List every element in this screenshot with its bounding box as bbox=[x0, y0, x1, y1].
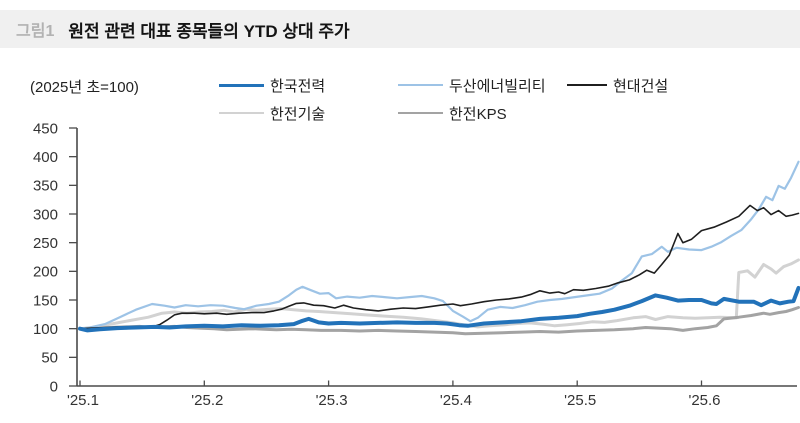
x-tick-label: '25.1 bbox=[67, 392, 99, 409]
y-tick-label: 250 bbox=[33, 235, 58, 252]
figure-label: 그림1 bbox=[16, 23, 55, 40]
y-tick-label: 200 bbox=[33, 264, 58, 281]
legend-label: 한국전력 bbox=[270, 77, 326, 95]
figure-title: 원전 관련 대표 종목들의 YTD 상대 주가 bbox=[68, 21, 350, 41]
legend-line-swatch bbox=[398, 84, 443, 86]
y-tick-label: 100 bbox=[33, 321, 58, 338]
legend-item: 한전KPS bbox=[398, 104, 507, 123]
series-line-3 bbox=[79, 204, 800, 330]
legend-label: 한전KPS bbox=[449, 105, 507, 123]
legend-label: 한전기술 bbox=[270, 105, 326, 123]
axis-note: (2025년 초=100) bbox=[30, 79, 139, 96]
series-line-4 bbox=[78, 258, 800, 331]
x-tick-label: '25.6 bbox=[688, 392, 720, 409]
x-tick-label: '25.2 bbox=[191, 392, 223, 409]
y-tick-label: 450 bbox=[33, 120, 58, 137]
legend-item: 두산에너빌리티 bbox=[398, 76, 546, 95]
series-line-1 bbox=[78, 286, 800, 333]
legend-item: 한전기술 bbox=[219, 104, 326, 123]
y-tick-label: 350 bbox=[33, 178, 58, 195]
y-tick-label: 400 bbox=[33, 149, 58, 166]
x-tick-label: '25.5 bbox=[564, 392, 596, 409]
figure-header: 그림1 원전 관련 대표 종목들의 YTD 상대 주가 bbox=[0, 10, 800, 48]
x-tick-label: '25.3 bbox=[316, 392, 348, 409]
legend-item: 한국전력 bbox=[219, 76, 326, 95]
legend-item: 현대건설 bbox=[567, 76, 669, 95]
y-tick-label: 0 bbox=[50, 378, 58, 395]
x-tick-label: '25.4 bbox=[440, 392, 472, 409]
y-tick-label: 300 bbox=[33, 206, 58, 223]
legend-label: 현대건설 bbox=[613, 77, 669, 95]
y-tick-label: 50 bbox=[41, 350, 58, 367]
series-line-2 bbox=[78, 160, 800, 330]
line-chart-plot: 0 50 100 150 200 250 300 350 400 450 '25.1 '25.2 '25… bbox=[33, 120, 800, 409]
legend-line-swatch bbox=[219, 112, 264, 114]
legend-line-swatch bbox=[567, 84, 607, 86]
y-tick-label: 150 bbox=[33, 292, 58, 309]
legend-line-swatch bbox=[219, 83, 264, 87]
legend-line-swatch bbox=[398, 112, 443, 114]
legend-label: 두산에너빌리티 bbox=[449, 77, 546, 95]
